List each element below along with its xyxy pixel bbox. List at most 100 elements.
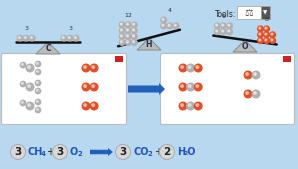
- Circle shape: [179, 102, 187, 110]
- Circle shape: [28, 85, 30, 87]
- Circle shape: [120, 41, 122, 43]
- Text: +: +: [154, 147, 162, 157]
- Text: ⚖: ⚖: [245, 7, 253, 18]
- Text: 3: 3: [24, 26, 28, 31]
- FancyArrow shape: [90, 148, 113, 156]
- Circle shape: [228, 30, 230, 32]
- Text: 3: 3: [119, 147, 127, 157]
- Circle shape: [133, 23, 135, 25]
- Circle shape: [36, 89, 38, 91]
- Circle shape: [119, 22, 125, 28]
- Circle shape: [116, 144, 131, 160]
- Circle shape: [30, 35, 35, 41]
- Circle shape: [167, 23, 173, 29]
- Circle shape: [125, 34, 131, 39]
- Circle shape: [168, 24, 170, 26]
- Circle shape: [252, 71, 260, 79]
- Circle shape: [35, 69, 41, 75]
- Circle shape: [196, 104, 198, 106]
- FancyBboxPatch shape: [161, 54, 294, 125]
- Circle shape: [196, 85, 198, 87]
- Circle shape: [35, 88, 41, 94]
- Circle shape: [188, 85, 191, 87]
- Circle shape: [131, 22, 137, 28]
- Circle shape: [271, 33, 273, 35]
- Text: 2: 2: [163, 147, 171, 157]
- Circle shape: [127, 23, 128, 25]
- Circle shape: [259, 27, 261, 29]
- Text: H: H: [177, 147, 185, 157]
- Circle shape: [21, 101, 23, 103]
- Text: ₂O: ₂O: [184, 147, 196, 157]
- Circle shape: [23, 35, 29, 41]
- Circle shape: [215, 23, 220, 29]
- Circle shape: [215, 29, 220, 34]
- Circle shape: [36, 108, 38, 110]
- Circle shape: [244, 71, 252, 79]
- Circle shape: [254, 92, 256, 94]
- Circle shape: [125, 22, 131, 28]
- Circle shape: [162, 18, 164, 20]
- Circle shape: [84, 85, 86, 87]
- Circle shape: [161, 23, 167, 29]
- Text: 2: 2: [147, 151, 152, 157]
- Circle shape: [90, 64, 98, 72]
- Circle shape: [222, 30, 224, 32]
- Circle shape: [174, 24, 176, 26]
- Circle shape: [162, 24, 164, 26]
- Circle shape: [127, 41, 128, 43]
- Circle shape: [17, 35, 23, 41]
- Polygon shape: [36, 42, 60, 54]
- Circle shape: [181, 85, 183, 87]
- Text: 4: 4: [41, 151, 46, 157]
- Circle shape: [24, 37, 27, 39]
- Circle shape: [127, 29, 128, 31]
- Circle shape: [161, 17, 167, 23]
- Circle shape: [181, 66, 183, 68]
- Circle shape: [131, 34, 137, 39]
- Circle shape: [82, 102, 90, 110]
- Circle shape: [127, 35, 128, 37]
- Circle shape: [20, 81, 26, 87]
- Circle shape: [92, 66, 94, 68]
- Text: 3: 3: [56, 147, 64, 157]
- Circle shape: [90, 83, 98, 91]
- Text: 12: 12: [125, 13, 132, 18]
- Circle shape: [120, 23, 122, 25]
- Circle shape: [120, 29, 122, 31]
- Circle shape: [68, 37, 70, 39]
- Circle shape: [194, 102, 202, 110]
- Circle shape: [26, 64, 34, 72]
- Text: C: C: [45, 44, 51, 53]
- Text: O: O: [242, 42, 248, 51]
- Circle shape: [133, 29, 135, 31]
- Circle shape: [227, 29, 232, 34]
- Circle shape: [194, 64, 202, 72]
- Circle shape: [187, 64, 194, 72]
- Text: 3: 3: [68, 26, 72, 31]
- Bar: [115, 56, 123, 62]
- Circle shape: [254, 73, 256, 75]
- Circle shape: [188, 66, 191, 68]
- FancyBboxPatch shape: [237, 6, 261, 19]
- Circle shape: [125, 28, 131, 33]
- Circle shape: [28, 66, 30, 68]
- Circle shape: [26, 102, 34, 110]
- Circle shape: [131, 28, 137, 33]
- Circle shape: [35, 99, 41, 105]
- Circle shape: [216, 30, 218, 32]
- Circle shape: [133, 41, 135, 43]
- Circle shape: [35, 107, 41, 113]
- Circle shape: [271, 39, 273, 41]
- Circle shape: [90, 102, 98, 110]
- Text: +: +: [46, 147, 54, 157]
- Circle shape: [35, 80, 41, 86]
- Circle shape: [21, 63, 23, 65]
- Circle shape: [265, 39, 267, 41]
- Polygon shape: [233, 40, 257, 52]
- Circle shape: [119, 34, 125, 39]
- Circle shape: [173, 23, 179, 29]
- Circle shape: [61, 35, 66, 41]
- Circle shape: [258, 38, 263, 43]
- Circle shape: [194, 83, 202, 91]
